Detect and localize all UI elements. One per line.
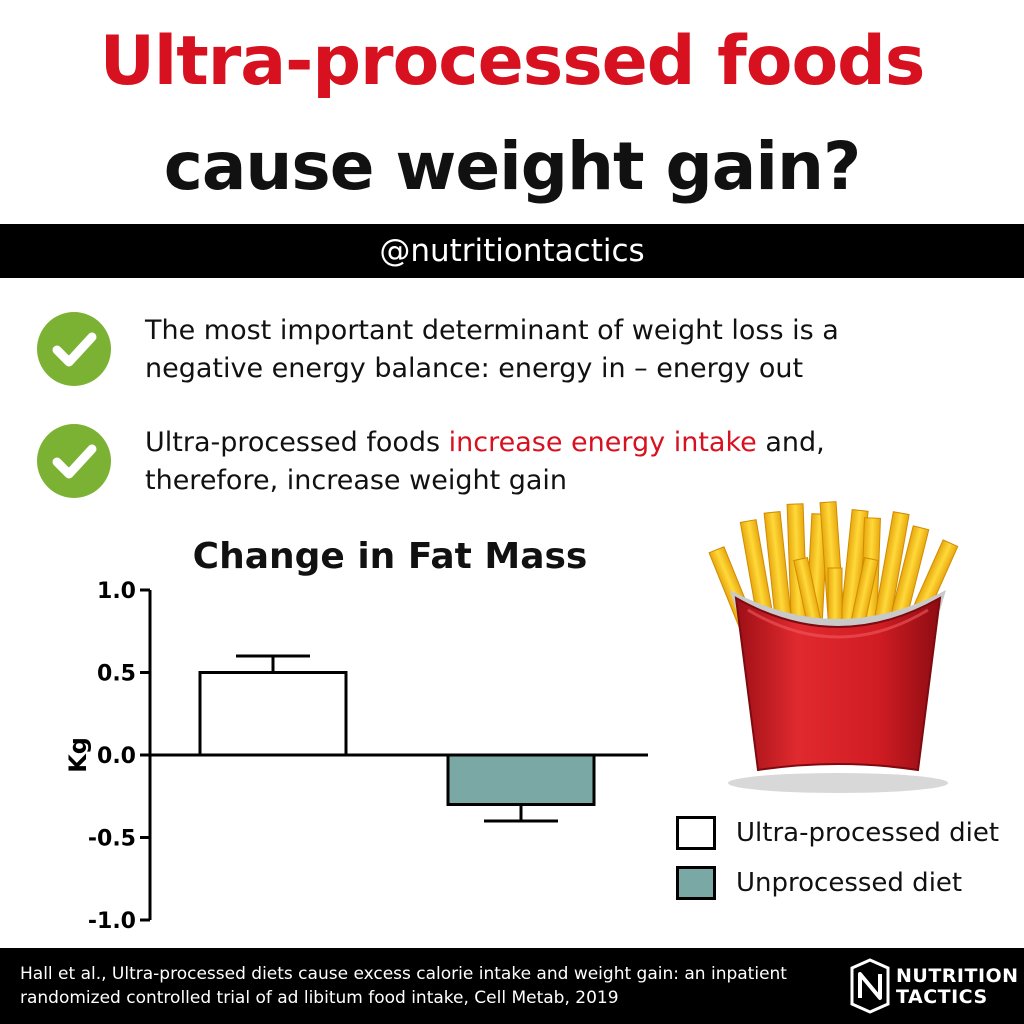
fat-mass-chart: 1.0 0.5 0.0 -0.5 -1.0 Kg: [64, 579, 648, 934]
bullet-energy-balance: The most important determinant of weight…: [37, 312, 997, 388]
bullet-line: The most important determinant of weight…: [145, 315, 839, 346]
bullet-suffix: and,: [756, 427, 825, 458]
y-tick-label: 1.0: [97, 579, 136, 604]
legend-item-unprocessed: Unprocessed diet: [676, 866, 1016, 900]
legend-label-unprocessed: Unprocessed diet: [736, 868, 963, 898]
logo-line: NUTRITION: [896, 965, 1019, 987]
title-line-2: cause weight gain?: [163, 128, 861, 205]
nutrition-tactics-logo: NUTRITION TACTICS: [848, 958, 1018, 1014]
bullet-prefix: Ultra-processed foods: [145, 427, 449, 458]
check-circle-icon: [37, 312, 111, 386]
bullet-energy-intake: Ultra-processed foods increase energy in…: [37, 424, 997, 500]
legend-item-ultra: Ultra-processed diet: [676, 816, 1016, 850]
y-tick-label: 0.0: [97, 744, 136, 769]
y-tick-label: -0.5: [88, 827, 136, 852]
bullet-line: therefore, increase weight gain: [145, 465, 568, 496]
y-tick-label: -1.0: [88, 909, 136, 934]
check-circle-icon: [37, 424, 111, 498]
legend-swatch-ultra: [676, 816, 716, 850]
social-handle: @nutritiontactics: [379, 233, 645, 269]
bar-ultra-processed: [198, 671, 348, 757]
legend-swatch-unprocessed: [676, 866, 716, 900]
french-fries-icon: [708, 501, 959, 793]
citation-line: randomized controlled trial of ad libitu…: [20, 988, 619, 1008]
bar-unprocessed: [446, 753, 596, 806]
chart-title: Change in Fat Mass: [192, 536, 588, 577]
title-line-1: Ultra-processed foods: [99, 22, 926, 101]
bullet-line: negative energy balance: energy in – ene…: [145, 353, 804, 384]
bullet-line: Ultra-processed foods increase energy in…: [145, 424, 985, 462]
handle-banner: @nutritiontactics: [0, 224, 1024, 278]
logo-text: NUTRITION TACTICS: [896, 966, 1019, 1008]
bullet-text: Ultra-processed foods increase energy in…: [145, 424, 985, 500]
bullet-highlight: increase energy intake: [448, 427, 757, 458]
citation-line: Hall et al., Ultra-processed diets cause…: [20, 964, 787, 984]
logo-mark-icon: [850, 958, 890, 1014]
logo-line: TACTICS: [896, 986, 988, 1008]
y-tick-label: 0.5: [97, 662, 136, 687]
legend-label-ultra: Ultra-processed diet: [736, 818, 1000, 848]
footer-bar: Hall et al., Ultra-processed diets cause…: [0, 948, 1024, 1024]
bullet-text: The most important determinant of weight…: [145, 312, 985, 388]
citation: Hall et al., Ultra-processed diets cause…: [20, 962, 800, 1010]
y-axis-label: Kg: [64, 737, 92, 773]
